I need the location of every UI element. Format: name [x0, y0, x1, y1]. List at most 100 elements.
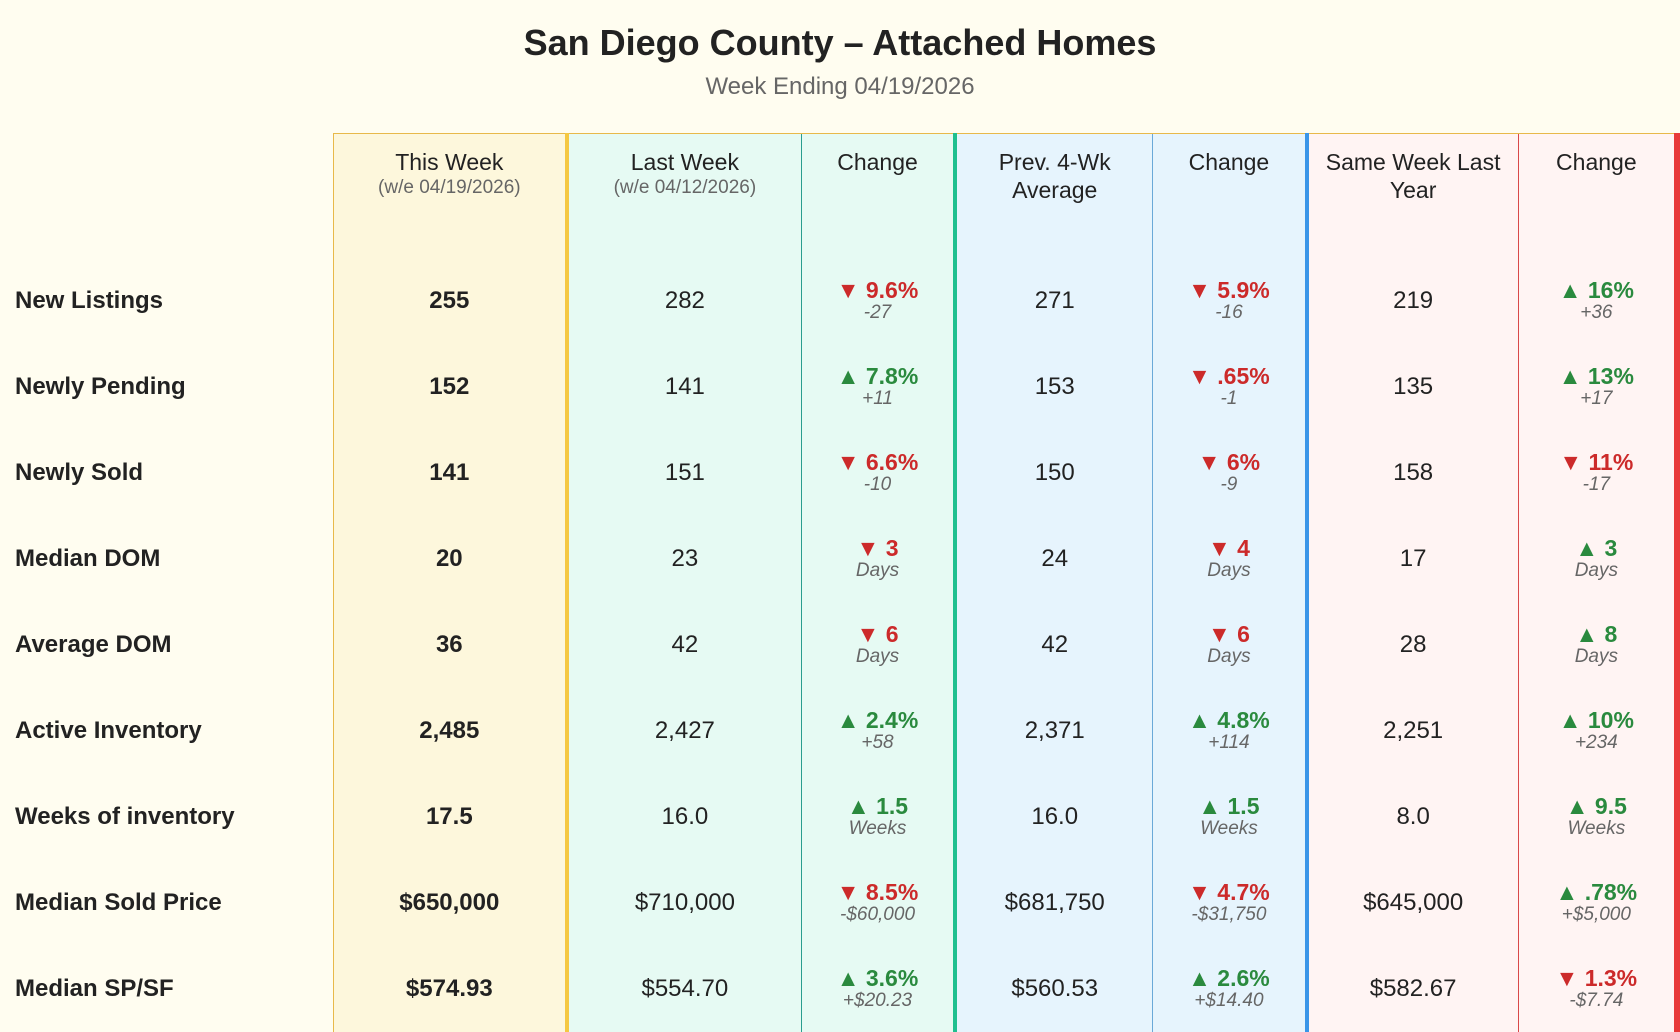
change-value: 7.8%: [865, 363, 919, 389]
change-up: ▲ 10%: [1519, 708, 1674, 732]
change-last-week-cell: ▼ 3 Days: [800, 516, 958, 602]
change-4wk-cell: ▼ 6% -9: [1152, 430, 1309, 516]
change-4wk-cell: ▼ .65% -1: [1152, 344, 1309, 430]
prev-4wk-average-value: 42: [955, 602, 1153, 688]
change-4wk-cell: ▲ 4.8% +114: [1152, 688, 1309, 774]
change-delta: Days: [1574, 560, 1618, 581]
header-same-week-last-year: Same Week Last Year: [1306, 133, 1519, 258]
prev-4wk-average-value: 16.0: [955, 774, 1153, 860]
same-week-last-year-value: 219: [1306, 258, 1519, 344]
market-stats-table: This Week (w/e 04/19/2026) Last Week (w/e 0…: [0, 133, 1680, 1032]
change-delta: +11: [862, 388, 893, 409]
change-value: 4.7%: [1217, 879, 1270, 905]
this-week-value: 152: [332, 344, 569, 430]
change-value: 4.8%: [1217, 707, 1270, 733]
this-week-value: 141: [332, 430, 569, 516]
change-value: 6.6%: [865, 449, 919, 475]
change-value: 2.4%: [865, 707, 919, 733]
this-week-value: 36: [332, 602, 569, 688]
change-delta: -27: [863, 302, 892, 323]
change-up: ▲ 7.8%: [802, 364, 953, 388]
row-label: Newly Pending: [15, 373, 186, 400]
change-down: ▼ 8.5%: [802, 880, 953, 904]
header-last-week: Last Week (w/e 04/12/2026): [566, 133, 802, 258]
same-week-last-year-value: $645,000: [1306, 860, 1519, 946]
triangle-up-icon: ▲: [1565, 793, 1595, 819]
change-value: 5.9%: [1217, 277, 1270, 303]
same-week-last-year-value: 17: [1306, 516, 1519, 602]
row-label: Median SP/SF: [15, 975, 174, 1002]
last-week-value: $710,000: [566, 860, 802, 946]
change-delta: Weeks: [1567, 818, 1626, 839]
change-last-week-cell: ▼ 8.5% -$60,000: [800, 860, 958, 946]
prev-4wk-average-value: 24: [955, 516, 1153, 602]
change-last-year-cell: ▲ 10% +234: [1517, 688, 1680, 774]
this-week-value: $650,000: [332, 860, 569, 946]
change-delta: +114: [1208, 732, 1250, 753]
prev-4wk-average-value: 150: [955, 430, 1153, 516]
header-label: This Week: [395, 149, 504, 175]
change-delta: +$20.23: [842, 990, 913, 1011]
change-down: ▼ .65%: [1153, 364, 1304, 388]
header-label: Last Week: [630, 149, 739, 175]
change-down: ▼ 4.7%: [1153, 880, 1304, 904]
change-value: 11%: [1588, 449, 1634, 475]
triangle-down-icon: ▼: [1188, 363, 1218, 389]
triangle-up-icon: ▲: [1188, 965, 1218, 991]
header-label: Change: [837, 149, 918, 175]
change-down: ▼ 9.6%: [802, 278, 953, 302]
change-delta: +17: [1580, 388, 1613, 409]
triangle-down-icon: ▼: [1188, 277, 1218, 303]
change-up: ▲ 16%: [1519, 278, 1674, 302]
change-delta: Days: [855, 560, 900, 581]
triangle-up-icon: ▲: [846, 793, 877, 819]
change-down: ▼ 11%: [1519, 450, 1674, 474]
change-value: 4: [1237, 535, 1250, 561]
row-label: Median Sold Price: [15, 889, 222, 916]
this-week-value: 255: [332, 258, 569, 344]
header-row: This Week (w/e 04/19/2026) Last Week (w/e 0…: [0, 133, 1680, 258]
change-last-year-cell: ▲ .78% +$5,000: [1517, 860, 1680, 946]
header-change-last-week: Change: [800, 133, 958, 258]
table-row: Newly Pending 152 141 ▲ 7.8% +11 153 ▼ .65% -1 1…: [0, 344, 1680, 430]
last-week-value: $554.70: [566, 946, 802, 1032]
change-delta: Weeks: [1200, 818, 1258, 839]
same-week-last-year-value: 158: [1306, 430, 1519, 516]
this-week-value: 17.5: [332, 774, 569, 860]
triangle-up-icon: ▲: [836, 363, 866, 389]
change-value: 9.5: [1594, 793, 1627, 819]
change-value: 10%: [1587, 707, 1634, 733]
change-last-week-cell: ▼ 6.6% -10: [800, 430, 958, 516]
table-row: New Listings 255 282 ▼ 9.6% -27 271 ▼ 5.9% -16 2…: [0, 258, 1680, 344]
row-label: Weeks of inventory: [15, 803, 235, 830]
change-4wk-cell: ▲ 2.6% +$14.40: [1152, 946, 1309, 1032]
change-delta: Weeks: [848, 818, 907, 839]
change-last-year-cell: ▲ 3 Days: [1517, 516, 1680, 602]
last-week-value: 141: [566, 344, 802, 430]
change-value: 3: [1604, 535, 1618, 561]
table-row: Median Sold Price $650,000 $710,000 ▼ 8.5% -…: [0, 860, 1680, 946]
change-last-year-cell: ▼ 1.3% -$7.74: [1517, 946, 1680, 1032]
change-down: ▼ 6%: [1153, 450, 1304, 474]
table-row: Active Inventory 2,485 2,427 ▲ 2.4% +58 2,371…: [0, 688, 1680, 774]
triangle-down-icon: ▼: [836, 879, 866, 905]
change-value: 8.5%: [865, 879, 919, 905]
change-value: 9.6%: [865, 277, 919, 303]
change-up: ▲ .78%: [1519, 880, 1674, 904]
change-delta: Days: [1207, 560, 1251, 581]
change-value: 1.5: [1227, 793, 1260, 819]
change-delta: -$7.74: [1569, 990, 1624, 1011]
prev-4wk-average-value: 271: [955, 258, 1153, 344]
row-label: Active Inventory: [15, 717, 202, 744]
change-value: 6: [1237, 621, 1250, 647]
change-value: 16%: [1587, 277, 1634, 303]
triangle-up-icon: ▲: [1188, 707, 1218, 733]
table-row: Median DOM 20 23 ▼ 3 Days 24 ▼ 4 Days 17 ▲ 3 Days: [0, 516, 1680, 602]
prev-4wk-average-value: 153: [955, 344, 1153, 430]
triangle-down-icon: ▼: [856, 535, 886, 561]
change-last-week-cell: ▲ 3.6% +$20.23: [800, 946, 958, 1032]
header-label: Prev. 4-Wk Average: [998, 149, 1111, 203]
triangle-up-icon: ▲: [1555, 879, 1585, 905]
triangle-down-icon: ▼: [1207, 621, 1238, 647]
change-4wk-cell: ▼ 6 Days: [1152, 602, 1309, 688]
